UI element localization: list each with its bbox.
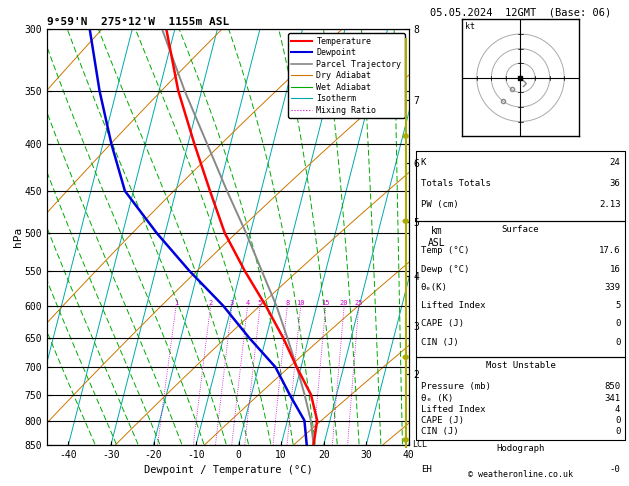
Text: 2.13: 2.13 — [599, 200, 620, 209]
Text: 850: 850 — [604, 382, 620, 392]
Text: 9°59'N  275°12'W  1155m ASL: 9°59'N 275°12'W 1155m ASL — [47, 17, 230, 27]
Text: Dewp (°C): Dewp (°C) — [421, 264, 469, 274]
Text: CAPE (J): CAPE (J) — [421, 416, 464, 425]
Text: EH: EH — [421, 465, 431, 474]
Text: CIN (J): CIN (J) — [421, 337, 459, 347]
Text: 3: 3 — [230, 300, 234, 306]
Text: 10: 10 — [296, 300, 305, 306]
Text: θₑ (K): θₑ (K) — [421, 394, 453, 403]
Text: 20: 20 — [340, 300, 348, 306]
Text: 5: 5 — [258, 300, 262, 306]
Text: © weatheronline.co.uk: © weatheronline.co.uk — [468, 469, 573, 479]
Text: 25: 25 — [355, 300, 363, 306]
Text: 5: 5 — [615, 301, 620, 310]
Text: θₑ(K): θₑ(K) — [421, 283, 448, 292]
Text: Totals Totals: Totals Totals — [421, 179, 491, 188]
Bar — [416, 151, 625, 221]
Text: 4: 4 — [245, 300, 250, 306]
Text: Lifted Index: Lifted Index — [421, 301, 485, 310]
Text: K: K — [421, 158, 426, 167]
Text: PW (cm): PW (cm) — [421, 200, 459, 209]
Text: 8: 8 — [285, 300, 289, 306]
Text: 0: 0 — [615, 319, 620, 329]
Text: 0: 0 — [615, 416, 620, 425]
Text: Lifted Index: Lifted Index — [421, 405, 485, 414]
Text: Most Unstable: Most Unstable — [486, 361, 555, 370]
Text: 0: 0 — [615, 337, 620, 347]
Bar — [416, 221, 625, 357]
Legend: Temperature, Dewpoint, Parcel Trajectory, Dry Adiabat, Wet Adiabat, Isotherm, Mi: Temperature, Dewpoint, Parcel Trajectory… — [288, 34, 404, 118]
Bar — [416, 357, 625, 440]
Text: CAPE (J): CAPE (J) — [421, 319, 464, 329]
Text: 1: 1 — [174, 300, 178, 306]
Y-axis label: km
ASL: km ASL — [428, 226, 445, 248]
Text: Pressure (mb): Pressure (mb) — [421, 382, 491, 392]
Text: 24: 24 — [610, 158, 620, 167]
Text: 16: 16 — [610, 264, 620, 274]
Text: 0: 0 — [615, 427, 620, 436]
Y-axis label: hPa: hPa — [13, 227, 23, 247]
Text: Surface: Surface — [502, 225, 539, 234]
Text: 15: 15 — [321, 300, 330, 306]
Text: Temp (°C): Temp (°C) — [421, 246, 469, 256]
Text: CIN (J): CIN (J) — [421, 427, 459, 436]
Text: 4: 4 — [615, 405, 620, 414]
Text: 339: 339 — [604, 283, 620, 292]
Text: 2: 2 — [208, 300, 213, 306]
Text: 36: 36 — [610, 179, 620, 188]
Text: 341: 341 — [604, 394, 620, 403]
X-axis label: Dewpoint / Temperature (°C): Dewpoint / Temperature (°C) — [143, 465, 313, 475]
Text: -0: -0 — [610, 465, 620, 474]
Text: 17.6: 17.6 — [599, 246, 620, 256]
Text: kt: kt — [465, 22, 475, 32]
Text: LCL: LCL — [413, 440, 428, 449]
Text: 05.05.2024  12GMT  (Base: 06): 05.05.2024 12GMT (Base: 06) — [430, 7, 611, 17]
Text: Hodograph: Hodograph — [496, 444, 545, 453]
